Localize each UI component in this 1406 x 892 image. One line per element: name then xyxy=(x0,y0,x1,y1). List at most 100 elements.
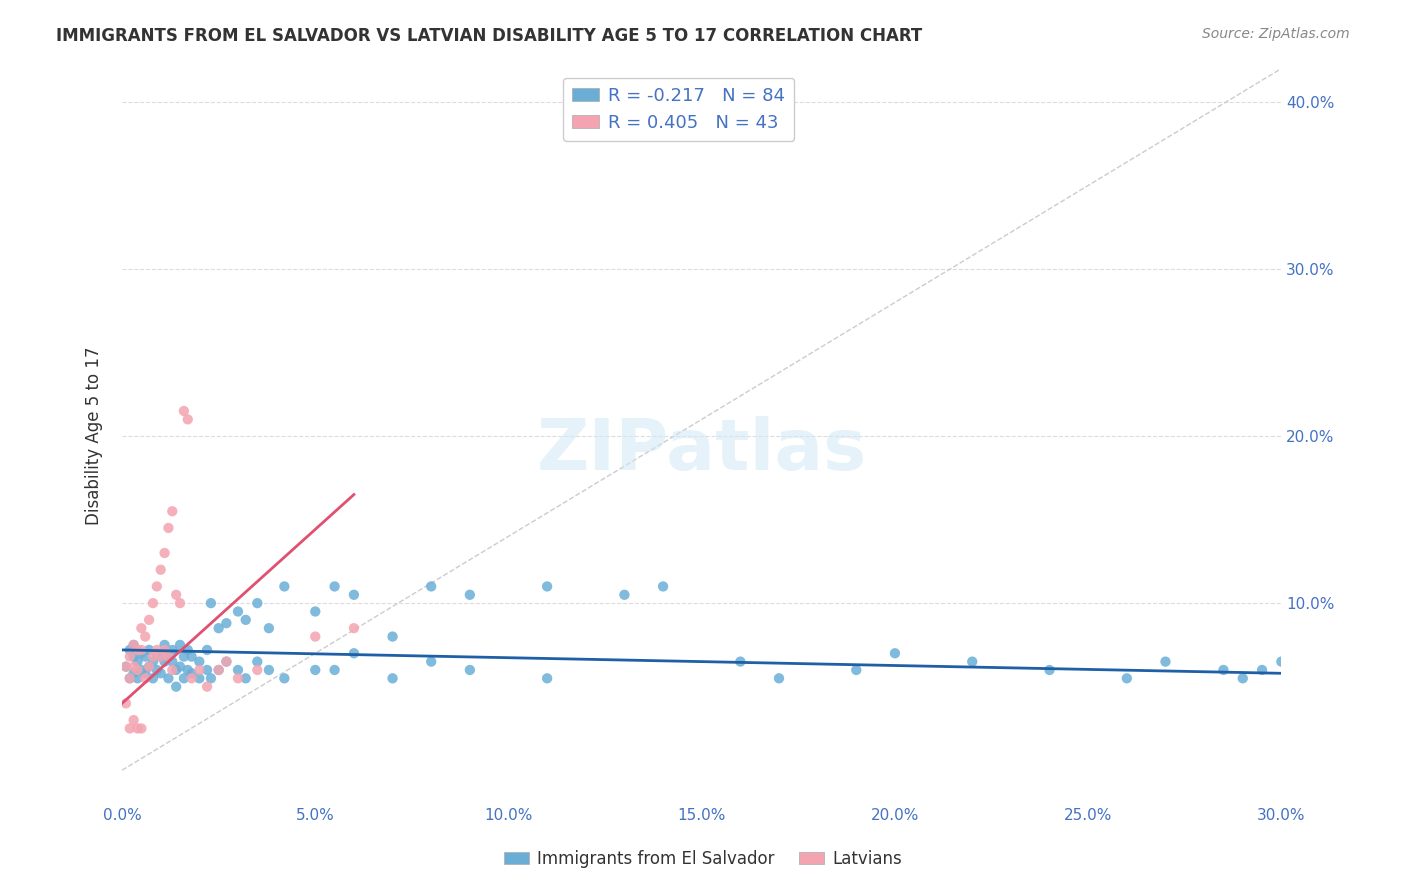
Point xyxy=(149,666,172,681)
Point xyxy=(169,638,191,652)
Point xyxy=(149,649,172,664)
Point xyxy=(157,649,180,664)
Point xyxy=(131,621,153,635)
Point xyxy=(127,663,149,677)
Point xyxy=(149,649,172,664)
Point xyxy=(208,621,231,635)
Point xyxy=(162,655,184,669)
Point xyxy=(127,722,149,736)
Point xyxy=(1232,671,1254,685)
Point xyxy=(157,649,180,664)
Point xyxy=(180,649,202,664)
Point xyxy=(195,643,218,657)
Point xyxy=(1251,663,1274,677)
Point xyxy=(173,404,195,418)
Point xyxy=(768,671,790,685)
Point xyxy=(118,671,141,685)
Point xyxy=(226,663,249,677)
Point xyxy=(180,671,202,685)
Point xyxy=(173,671,195,685)
Point xyxy=(153,643,176,657)
Point xyxy=(960,655,983,669)
Point xyxy=(131,646,153,660)
Point xyxy=(246,596,269,610)
Point xyxy=(458,588,481,602)
Point xyxy=(177,643,200,657)
Point xyxy=(1154,655,1177,669)
Point xyxy=(304,630,326,644)
Point xyxy=(188,663,211,677)
Point xyxy=(1270,655,1292,669)
Point xyxy=(226,671,249,685)
Point xyxy=(420,655,443,669)
Point xyxy=(215,655,238,669)
Point xyxy=(884,646,907,660)
Point xyxy=(536,579,558,593)
Point xyxy=(343,621,366,635)
Point xyxy=(173,649,195,664)
Point xyxy=(343,588,366,602)
Point xyxy=(142,649,165,664)
Point xyxy=(115,659,138,673)
Point xyxy=(323,579,346,593)
Point xyxy=(343,646,366,660)
Point xyxy=(146,663,169,677)
Point xyxy=(146,643,169,657)
Point xyxy=(246,655,269,669)
Point xyxy=(138,613,160,627)
Point xyxy=(215,616,238,631)
Point xyxy=(200,596,222,610)
Point xyxy=(127,671,149,685)
Point xyxy=(115,697,138,711)
Y-axis label: Disability Age 5 to 17: Disability Age 5 to 17 xyxy=(86,347,103,525)
Point xyxy=(458,663,481,677)
Point xyxy=(381,630,404,644)
Point xyxy=(138,659,160,673)
Point xyxy=(208,663,231,677)
Point xyxy=(134,630,156,644)
Point xyxy=(1038,663,1060,677)
Point xyxy=(536,671,558,685)
Point xyxy=(122,659,145,673)
Point xyxy=(304,605,326,619)
Point xyxy=(131,643,153,657)
Point xyxy=(138,643,160,657)
Text: ZIPatlas: ZIPatlas xyxy=(537,417,866,485)
Point xyxy=(730,655,752,669)
Point xyxy=(195,680,218,694)
Point xyxy=(381,671,404,685)
Point xyxy=(134,649,156,664)
Point xyxy=(118,671,141,685)
Point xyxy=(165,588,187,602)
Point xyxy=(127,655,149,669)
Point xyxy=(162,663,184,677)
Point xyxy=(149,563,172,577)
Point xyxy=(134,671,156,685)
Point xyxy=(257,663,280,677)
Point xyxy=(142,671,165,685)
Point xyxy=(134,666,156,681)
Point xyxy=(195,663,218,677)
Text: Source: ZipAtlas.com: Source: ZipAtlas.com xyxy=(1202,27,1350,41)
Point xyxy=(131,722,153,736)
Point xyxy=(153,546,176,560)
Point xyxy=(157,521,180,535)
Point xyxy=(122,649,145,664)
Point xyxy=(613,588,636,602)
Point xyxy=(153,638,176,652)
Point xyxy=(153,655,176,669)
Point xyxy=(177,412,200,426)
Point xyxy=(188,655,211,669)
Point xyxy=(652,579,675,593)
Point xyxy=(188,671,211,685)
Point xyxy=(118,643,141,657)
Point xyxy=(257,621,280,635)
Point xyxy=(122,666,145,681)
Point xyxy=(138,659,160,673)
Point xyxy=(131,663,153,677)
Point xyxy=(162,504,184,518)
Point xyxy=(169,659,191,673)
Point xyxy=(304,663,326,677)
Point xyxy=(122,713,145,727)
Point xyxy=(169,596,191,610)
